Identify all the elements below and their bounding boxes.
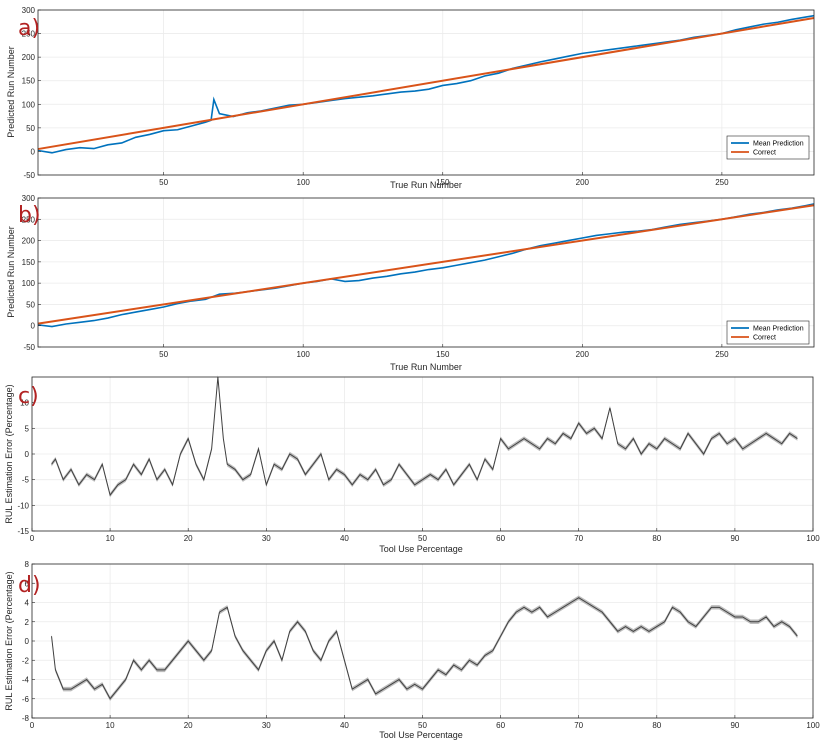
x-tick-label: 100 [806,534,820,543]
x-tick-label: 50 [159,178,168,187]
y-tick-label: -6 [22,695,30,704]
y-tick-label: 200 [22,53,36,62]
error-series-line [51,597,798,700]
y-tick-label: -5 [22,476,30,485]
chart-panel-b: 50 100 150 200 250 -50 0 50 100 150 200 250 300 True … [6,194,815,372]
y-tick-label: 100 [22,279,36,288]
y-tick-label: 0 [25,450,30,459]
x-tick-label: 10 [106,721,115,730]
plot-area [38,198,814,347]
y-tick-label: 150 [22,77,36,86]
y-tick-label: -10 [17,501,29,510]
panel-letter: a) [18,16,40,41]
y-tick-label: 0 [31,322,36,331]
chart-panel-d: 0 10 20 30 40 50 60 70 80 90 100 -8 -6 -4 -2 0 2 4 6 8 Tool … [4,560,820,740]
axes-box [37,9,815,176]
correct-line [37,17,815,151]
x-tick-label: 100 [806,721,820,730]
plot-area [38,10,814,175]
panel-letter: c) [18,384,39,409]
y-tick-label: 100 [22,100,36,109]
y-tick-label: 5 [25,424,30,433]
x-tick-label: 80 [652,534,661,543]
x-tick-label: 100 [297,350,311,359]
x-tick-label: 90 [730,721,739,730]
y-tick-label: 10 [20,399,29,408]
x-tick-label: 250 [715,178,729,187]
legend-box [726,135,810,160]
y-tick-label: 4 [25,599,30,608]
x-axis-label: True Run Number [390,180,462,190]
y-tick-label: 250 [22,215,36,224]
confidence-band [51,595,798,701]
y-tick-label: -4 [22,676,30,685]
y-tick-label: 50 [26,300,35,309]
x-axis-label: True Run Number [390,362,462,372]
x-tick-label: 50 [159,350,168,359]
x-tick-label: 90 [730,534,739,543]
y-axis-label: Predicted Run Number [6,46,16,138]
x-tick-label: 0 [30,721,35,730]
x-tick-label: 10 [106,534,115,543]
x-tick-label: 30 [262,721,271,730]
x-tick-label: 30 [262,534,271,543]
axes-box [37,197,815,348]
y-tick-label: 0 [31,147,36,156]
y-tick-label: 8 [25,560,30,569]
x-tick-label: 250 [715,350,729,359]
chart-panel-a: 50 100 150 200 250 -50 0 50 100 150 200 250 300 True … [6,6,815,190]
y-tick-label: 2 [25,618,30,627]
x-tick-label: 50 [418,534,427,543]
y-tick-label: 300 [22,194,36,203]
correct-line [37,204,815,325]
y-axis-label: RUL Estimation Error (Percentage) [4,571,14,710]
legend-entry: Correct [753,150,776,157]
y-tick-label: -2 [22,656,30,665]
y-tick-label: 0 [25,637,30,646]
x-tick-label: 70 [574,721,583,730]
y-tick-label: 6 [25,579,30,588]
x-tick-label: 60 [496,534,505,543]
panel-letter: b) [18,203,41,228]
x-tick-label: 200 [576,350,590,359]
x-tick-label: 150 [436,350,450,359]
y-tick-label: 200 [22,237,36,246]
y-tick-label: -8 [22,714,30,723]
y-tick-label: -50 [23,343,35,352]
panel-letter: d) [18,573,41,598]
x-tick-label: 60 [496,721,505,730]
x-axis-label: Tool Use Percentage [379,730,463,740]
x-tick-label: 200 [576,178,590,187]
x-tick-label: 40 [340,721,349,730]
y-tick-label: -15 [17,527,29,536]
legend-entry: Mean Prediction [753,326,804,333]
y-tick-label: 50 [26,124,35,133]
x-tick-label: 150 [436,178,450,187]
x-tick-label: 70 [574,534,583,543]
x-tick-label: 20 [184,721,193,730]
x-tick-label: 0 [30,534,35,543]
y-tick-label: 150 [22,258,36,267]
y-axis-label: RUL Estimation Error (Percentage) [4,384,14,523]
y-tick-label: -50 [23,171,35,180]
chart-panel-c: 0 10 20 30 40 50 60 70 80 90 100 -15 -10 -5 0 5 10 Tool U… [4,374,820,554]
legend-entry: Mean Prediction [753,141,804,148]
legend-box [726,320,810,345]
error-series-line [51,376,798,497]
x-axis-label: Tool Use Percentage [379,544,463,554]
x-tick-label: 100 [297,178,311,187]
y-tick-label: 300 [22,6,36,15]
y-tick-label: 250 [22,30,36,39]
x-tick-label: 20 [184,534,193,543]
legend: Mean Prediction Correct [726,320,810,345]
x-tick-label: 40 [340,534,349,543]
legend-entry: Correct [753,335,776,342]
x-tick-label: 50 [418,721,427,730]
legend: Mean Prediction Correct [726,135,810,160]
x-tick-label: 80 [652,721,661,730]
y-axis-label: Predicted Run Number [6,226,16,318]
